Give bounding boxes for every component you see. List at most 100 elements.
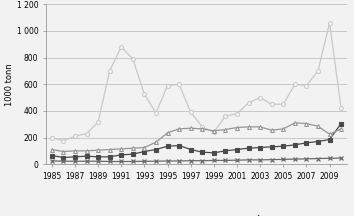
Blåkveite <box>293 158 297 160</box>
Sei <box>293 122 297 124</box>
Torsk <box>212 131 216 133</box>
Hyse <box>269 146 274 148</box>
Sei <box>212 130 216 132</box>
Hyse <box>165 145 170 148</box>
Blåkveite <box>212 159 216 162</box>
Blåkveite <box>142 160 147 162</box>
Torsk <box>258 96 262 99</box>
Blåkveite <box>223 159 228 162</box>
Sei <box>235 126 239 129</box>
Blåkveite <box>189 159 193 162</box>
Blåkveite <box>50 160 54 162</box>
Hyse <box>142 150 147 153</box>
Blåkveite <box>108 160 112 163</box>
Blåkveite <box>131 160 135 163</box>
Blåkveite <box>154 160 158 162</box>
Blåkveite <box>165 160 170 162</box>
Hyse <box>84 155 88 157</box>
Torsk <box>108 70 112 72</box>
Sei <box>177 128 181 130</box>
Torsk <box>327 22 332 24</box>
Hyse <box>177 144 181 147</box>
Torsk <box>165 84 170 87</box>
Sei <box>304 122 309 125</box>
Blåkveite <box>258 159 262 161</box>
Hyse <box>223 149 228 152</box>
Sei <box>73 149 77 152</box>
Hyse <box>212 152 216 154</box>
Hyse <box>316 140 320 143</box>
Hyse <box>73 156 77 158</box>
Torsk <box>50 136 54 139</box>
Torsk <box>61 140 65 142</box>
Torsk <box>281 103 285 106</box>
Sei <box>61 150 65 153</box>
Sei <box>119 148 123 150</box>
Blåkveite <box>235 159 239 162</box>
Torsk <box>131 58 135 60</box>
Torsk <box>293 83 297 86</box>
Blåkveite <box>316 157 320 160</box>
Torsk <box>177 83 181 86</box>
Torsk <box>119 46 123 48</box>
Blåkveite <box>246 159 251 161</box>
Sei <box>269 129 274 132</box>
Hyse <box>119 154 123 156</box>
Hyse <box>304 141 309 144</box>
Hyse <box>235 148 239 151</box>
Sei <box>189 127 193 130</box>
Line: Blåkveite: Blåkveite <box>50 156 343 164</box>
Blåkveite <box>281 158 285 161</box>
Sei <box>281 128 285 130</box>
Hyse <box>327 138 332 141</box>
Sei <box>131 147 135 149</box>
Torsk <box>246 102 251 104</box>
Sei <box>142 146 147 149</box>
Blåkveite <box>84 160 88 162</box>
Sei <box>327 133 332 135</box>
Torsk <box>339 107 343 110</box>
Torsk <box>316 70 320 72</box>
Torsk <box>96 121 100 124</box>
Torsk <box>142 93 147 95</box>
Torsk <box>73 135 77 138</box>
Y-axis label: 1000 tonn: 1000 tonn <box>5 63 14 106</box>
Sei <box>339 128 343 130</box>
Hyse <box>154 148 158 151</box>
Line: Torsk: Torsk <box>50 21 343 143</box>
Sei <box>154 141 158 143</box>
Torsk <box>269 103 274 106</box>
Hyse <box>108 156 112 158</box>
Torsk <box>235 112 239 115</box>
Torsk <box>189 111 193 114</box>
Blåkveite <box>96 160 100 162</box>
Hyse <box>339 122 343 125</box>
Blåkveite <box>61 160 65 162</box>
Sei <box>96 149 100 151</box>
Blåkveite <box>269 158 274 161</box>
Torsk <box>304 84 309 87</box>
Blåkveite <box>304 157 309 160</box>
Sei <box>258 125 262 128</box>
Sei <box>316 125 320 127</box>
Blåkveite <box>339 157 343 159</box>
Blåkveite <box>327 157 332 160</box>
Hyse <box>258 146 262 149</box>
Sei <box>165 132 170 134</box>
Sei <box>223 128 228 131</box>
Hyse <box>96 156 100 158</box>
Hyse <box>61 156 65 159</box>
Hyse <box>293 144 297 146</box>
Torsk <box>84 132 88 135</box>
Torsk <box>223 115 228 118</box>
Torsk <box>200 125 204 128</box>
Sei <box>246 125 251 128</box>
Hyse <box>131 153 135 156</box>
Blåkveite <box>200 159 204 162</box>
Sei <box>84 149 88 152</box>
Sei <box>108 148 112 151</box>
Hyse <box>50 154 54 157</box>
Sei <box>200 128 204 130</box>
Blåkveite <box>119 160 123 163</box>
Hyse <box>246 147 251 149</box>
